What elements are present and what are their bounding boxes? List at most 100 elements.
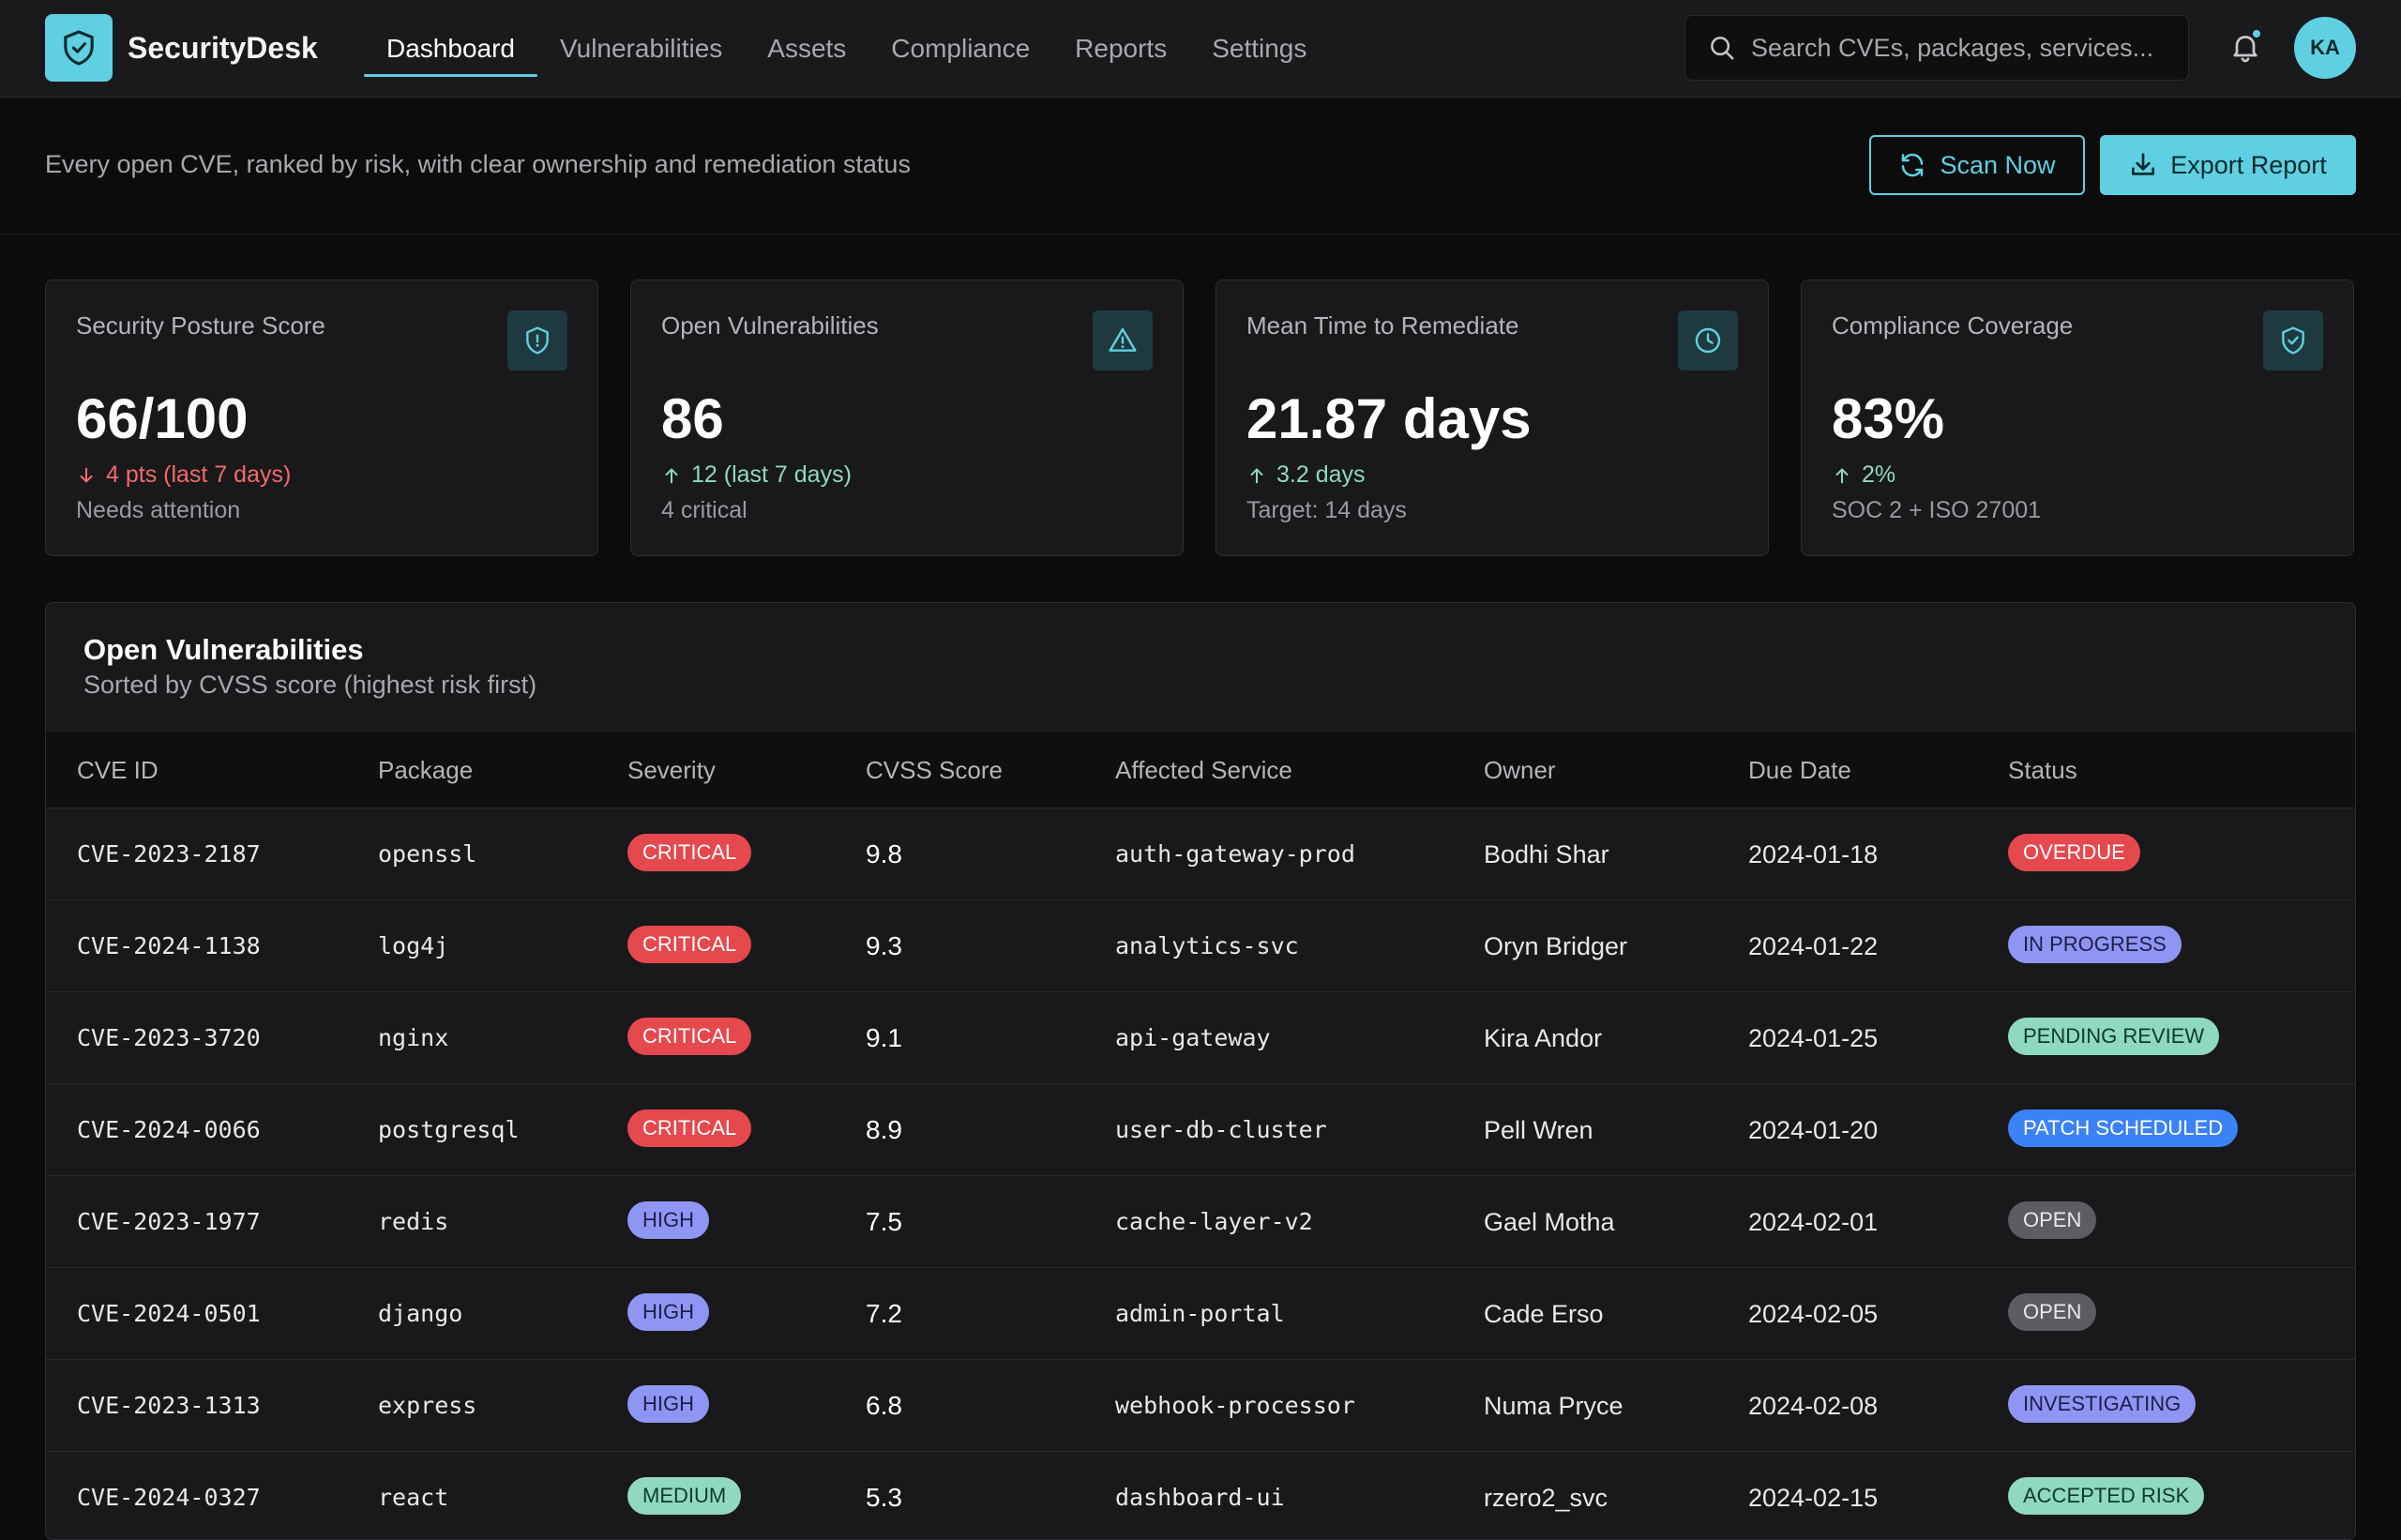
- warning-triangle-icon: [1093, 310, 1153, 370]
- package-name: openssl: [378, 840, 477, 868]
- status-badge[interactable]: INVESTIGATING: [2008, 1384, 2197, 1423]
- severity-cell: HIGH: [627, 1360, 709, 1452]
- table-subtitle: Sorted by CVSS score (highest risk first…: [83, 671, 537, 699]
- severity-cell: MEDIUM: [627, 1452, 742, 1539]
- package-name: django: [378, 1300, 463, 1327]
- status-badge[interactable]: OPEN: [2008, 1200, 2097, 1239]
- cve-id[interactable]: CVE-2024-0501: [77, 1300, 261, 1327]
- affected-service: cache-layer-v2: [1115, 1208, 1313, 1235]
- kpi-delta-text: 3.2 days: [1276, 461, 1366, 488]
- avatar[interactable]: KA: [2294, 17, 2356, 79]
- cve-id[interactable]: CVE-2023-2187: [77, 840, 261, 868]
- table-row[interactable]: CVE-2023-1313 express HIGH 6.8 webhook-proce…: [46, 1359, 2355, 1452]
- affected-service: webhook-processor: [1115, 1392, 1355, 1419]
- package-name: nginx: [378, 1024, 449, 1051]
- kpi-delta: 12 (last 7 days): [661, 461, 852, 489]
- scan-now-label: Scan Now: [1940, 150, 2056, 179]
- page-header: Every open CVE, ranked by risk, with cle…: [0, 98, 2401, 234]
- cve-id[interactable]: CVE-2024-0327: [77, 1484, 261, 1511]
- status-badge[interactable]: PENDING REVIEW: [2008, 1017, 2220, 1055]
- kpi-value: 66/100: [76, 387, 249, 450]
- column-header-status[interactable]: Status: [2008, 756, 2077, 784]
- column-header-cvss-score[interactable]: CVSS Score: [866, 756, 1003, 784]
- arrow-up-icon: [1832, 465, 1852, 486]
- bell-icon: [2233, 36, 2258, 63]
- column-header-affected-service[interactable]: Affected Service: [1115, 756, 1292, 784]
- search-box[interactable]: [1684, 15, 2189, 81]
- table-row[interactable]: CVE-2024-1138 log4j CRITICAL 9.3 analytics-s…: [46, 899, 2355, 991]
- status-badge[interactable]: OPEN: [2008, 1292, 2097, 1331]
- kpi-value: 86: [661, 387, 724, 450]
- column-header-cve-id[interactable]: CVE ID: [77, 756, 159, 784]
- kpi-delta: 2%: [1832, 461, 1895, 489]
- severity-cell: HIGH: [627, 1268, 709, 1360]
- owner-name: Kira Andor: [1484, 1024, 1603, 1052]
- table-header: CVE ID Package Severity CVSS Score Affected …: [46, 732, 2355, 808]
- due-date: 2024-02-08: [1748, 1392, 1879, 1420]
- severity-cell: CRITICAL: [627, 1084, 752, 1176]
- column-header-severity[interactable]: Severity: [627, 756, 716, 784]
- search-input[interactable]: [1751, 33, 2164, 63]
- kpi-delta: 4 pts (last 7 days): [76, 461, 291, 489]
- package-name: postgresql: [378, 1116, 520, 1143]
- vulnerabilities-panel: Open Vulnerabilities Sorted by CVSS scor…: [45, 602, 2356, 1540]
- affected-service: user-db-cluster: [1115, 1116, 1327, 1143]
- kpi-label: Mean Time to Remediate: [1246, 311, 1519, 340]
- main-nav: Dashboard Vulnerabilities Assets Compliance…: [364, 0, 1329, 98]
- cvss-score: 7.5: [866, 1207, 902, 1236]
- nav-tab-compliance[interactable]: Compliance: [891, 34, 1031, 63]
- column-header-owner[interactable]: Owner: [1484, 756, 1556, 784]
- nav-tab-assets[interactable]: Assets: [767, 34, 847, 63]
- status-cell: OPEN: [2008, 1268, 2097, 1360]
- column-header-package[interactable]: Package: [378, 756, 474, 784]
- cvss-score: 7.2: [866, 1299, 902, 1328]
- status-badge[interactable]: OVERDUE: [2008, 833, 2140, 871]
- severity-badge: CRITICAL: [627, 833, 752, 871]
- cvss-score: 9.8: [866, 839, 902, 868]
- table-row[interactable]: CVE-2024-0501 django HIGH 7.2 admin-portal Ca…: [46, 1267, 2355, 1360]
- nav-tab-settings[interactable]: Settings: [1212, 34, 1307, 63]
- cve-id[interactable]: CVE-2023-3720: [77, 1024, 261, 1051]
- notifications-button[interactable]: [2225, 26, 2266, 68]
- cve-id[interactable]: CVE-2024-0066: [77, 1116, 261, 1143]
- affected-service: api-gateway: [1115, 1024, 1271, 1051]
- download-icon: [2132, 153, 2155, 175]
- cve-id[interactable]: CVE-2024-1138: [77, 932, 261, 959]
- nav-tab-reports[interactable]: Reports: [1075, 34, 1168, 63]
- nav-tab-vulnerabilities[interactable]: Vulnerabilities: [559, 34, 723, 63]
- status-badge[interactable]: PATCH SCHEDULED: [2008, 1109, 2239, 1147]
- cvss-score: 5.3: [866, 1483, 902, 1512]
- severity-cell: CRITICAL: [627, 992, 752, 1084]
- kpi-note: Needs attention: [76, 497, 241, 523]
- table-row[interactable]: CVE-2024-0066 postgresql CRITICAL 8.9 user-d…: [46, 1083, 2355, 1176]
- arrow-up-icon: [1246, 465, 1267, 486]
- owner-name: rzero2_svc: [1484, 1484, 1608, 1512]
- cvss-score: 9.1: [866, 1023, 902, 1052]
- notification-dot: [2251, 28, 2262, 39]
- nav-tab-dashboard[interactable]: Dashboard: [364, 0, 537, 98]
- shield-check-icon: [2263, 310, 2323, 370]
- scan-now-button[interactable]: Scan Now: [1869, 135, 2085, 195]
- logo[interactable]: [45, 14, 113, 82]
- cvss-score: 8.9: [866, 1115, 902, 1144]
- kpi-note: SOC 2 + ISO 27001: [1832, 497, 2042, 523]
- table-row[interactable]: CVE-2023-2187 openssl CRITICAL 9.8 auth-gate…: [46, 808, 2355, 899]
- status-badge[interactable]: ACCEPTED RISK: [2008, 1476, 2205, 1515]
- refresh-icon: [1902, 153, 1924, 177]
- cve-id[interactable]: CVE-2023-1313: [77, 1392, 261, 1419]
- table-row[interactable]: CVE-2023-1977 redis HIGH 7.5 cache-layer-v2 G…: [46, 1175, 2355, 1267]
- cve-id[interactable]: CVE-2023-1977: [77, 1208, 261, 1235]
- cvss-score: 6.8: [866, 1391, 902, 1420]
- kpi-card-mean-time-to-remediate: Mean Time to Remediate 21.87 days 3.2 days…: [1216, 279, 1769, 556]
- package-name: log4j: [378, 932, 449, 959]
- table-row[interactable]: CVE-2023-3720 nginx CRITICAL 9.1 api-gateway…: [46, 991, 2355, 1084]
- column-header-due-date[interactable]: Due Date: [1748, 756, 1851, 784]
- kpi-card-open-vulnerabilities: Open Vulnerabilities 86 12 (last 7 days) 4 …: [630, 279, 1184, 556]
- export-report-button[interactable]: Export Report: [2100, 135, 2356, 195]
- table-row[interactable]: CVE-2024-0327 react MEDIUM 5.3 dashboard-ui r…: [46, 1451, 2355, 1539]
- severity-badge: MEDIUM: [627, 1476, 742, 1515]
- status-badge[interactable]: IN PROGRESS: [2008, 925, 2182, 963]
- severity-badge: HIGH: [627, 1384, 709, 1423]
- search-icon: [1711, 37, 1734, 60]
- status-cell: PENDING REVIEW: [2008, 992, 2220, 1084]
